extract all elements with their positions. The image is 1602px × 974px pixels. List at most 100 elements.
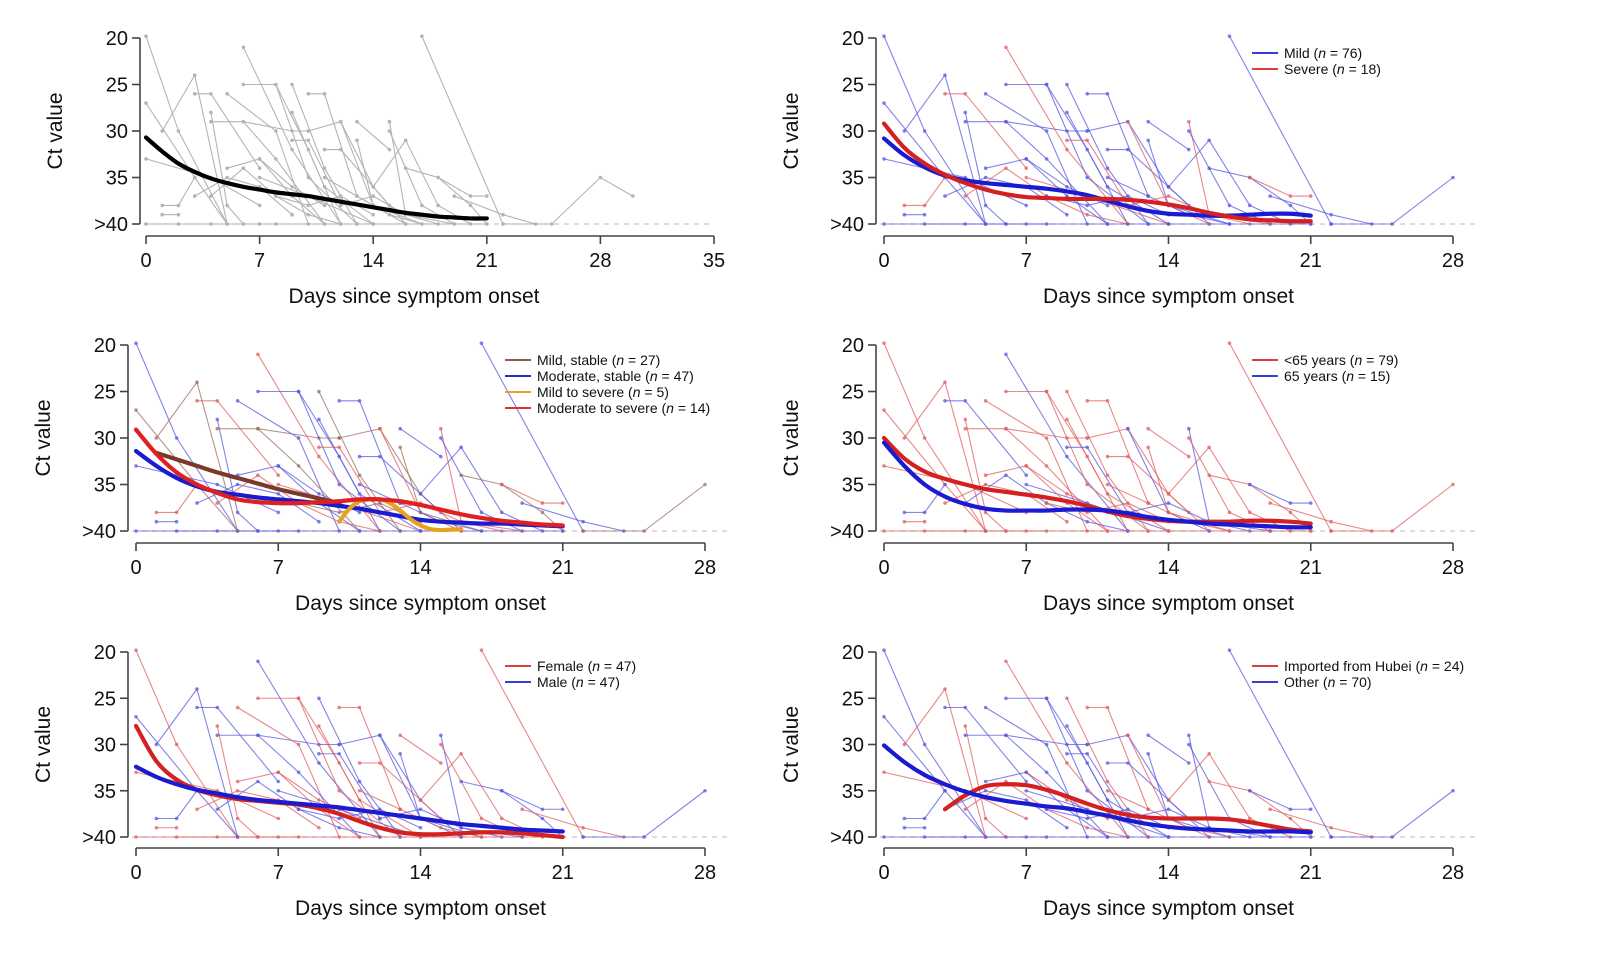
trajectory-point (1105, 147, 1110, 152)
trajectory-point (1451, 175, 1455, 180)
trajectory-point (418, 798, 423, 802)
trajectory-point (160, 129, 165, 133)
trajectory-point (501, 222, 505, 226)
trajectory-point (322, 166, 327, 170)
trajectory-point (1166, 529, 1171, 533)
trajectory-point (479, 816, 484, 821)
trajectory-point (1227, 34, 1232, 38)
trajectory-point (322, 203, 327, 208)
trajectory-point (983, 473, 988, 478)
trajectory-point (1085, 436, 1090, 440)
trajectory-point (1146, 807, 1150, 812)
x-tick-label: 7 (273, 557, 284, 579)
trajectory-point (296, 436, 301, 440)
trajectory-point (1105, 705, 1110, 710)
trajectory-point (174, 825, 179, 830)
trajectory-point (174, 519, 179, 524)
trajectory-line (226, 93, 309, 225)
trajectory-point (1227, 203, 1232, 208)
trajectory-point (215, 724, 220, 728)
x-tick-label: 28 (1442, 250, 1464, 272)
trajectory-line (944, 790, 1068, 829)
trajectory-point (902, 436, 907, 440)
trajectory-point (296, 807, 301, 812)
x-tick-label: 35 (703, 250, 725, 272)
legend-label: Severe (n = 18) (1284, 61, 1381, 77)
y-tick-label: 35 (842, 168, 864, 190)
trajectory-line (379, 502, 523, 532)
trajectory-point (371, 185, 376, 189)
trajectory-point (225, 175, 229, 180)
trajectory-point (499, 510, 504, 515)
trajectory-point (1065, 724, 1069, 728)
trajectory-point (1187, 454, 1191, 459)
x-axis-title: Days since symptom onset (1043, 592, 1294, 615)
trajectory-point (1288, 510, 1293, 515)
trajectory-point (1187, 761, 1191, 765)
trajectory-point (276, 510, 281, 515)
trajectory-point (963, 724, 968, 728)
trajectory-line (480, 342, 584, 532)
trajectory-point (154, 519, 159, 524)
y-tick-label: 25 (842, 688, 864, 710)
trajectory-line (501, 790, 563, 810)
trajectory-point (459, 825, 463, 830)
trajectory-point (1126, 426, 1130, 431)
trajectory-point (549, 222, 554, 226)
trajectory-point (235, 510, 240, 515)
trajectory-point (337, 825, 342, 830)
trajectory-point (963, 807, 968, 812)
legend-label: Imported from Hubei (n = 24) (1284, 658, 1464, 674)
trajectory-line (904, 484, 946, 513)
trajectory-point (290, 212, 294, 217)
trajectory-point (215, 705, 220, 710)
trajectory-line (135, 649, 239, 838)
trajectory-point (1065, 825, 1069, 830)
trajectory-point (1065, 761, 1069, 765)
trajectory-point (1105, 166, 1110, 170)
trajectory-point (943, 399, 947, 403)
trajectory-point (499, 482, 504, 487)
legend: Imported from Hubei (n = 24)Other (n = 7… (1252, 658, 1464, 690)
trajectory-line (399, 428, 442, 458)
y-tick-label: 20 (842, 335, 864, 357)
trajectory-point (192, 194, 197, 198)
trajectory-line (461, 780, 564, 838)
trajectory-point (276, 788, 281, 793)
trajectory-point (215, 426, 220, 431)
trajectory-point (306, 212, 311, 217)
trajectory-line (210, 121, 309, 132)
x-axis-title: Days since symptom onset (295, 592, 546, 615)
trajectory-point (1024, 798, 1029, 802)
trajectory-point (1308, 194, 1313, 198)
trajectory-point (703, 482, 707, 487)
trajectory-point (1044, 389, 1049, 394)
trajectory-point (174, 510, 179, 515)
trajectory-point (337, 399, 342, 403)
y-tick-label: 30 (94, 735, 116, 757)
y-tick-label: 30 (94, 428, 116, 450)
trajectory-point (1105, 203, 1110, 208)
trajectory-point (560, 529, 565, 533)
trajectory-point (296, 742, 301, 747)
trajectory-line (583, 484, 706, 532)
trajectory-point (317, 389, 321, 394)
trajectory-point (256, 733, 260, 738)
trajectory-point (540, 510, 545, 515)
trajectory-point (1166, 185, 1171, 189)
trajectory-point (560, 807, 565, 812)
trajectory-point (1187, 742, 1191, 747)
trajectory-point (274, 157, 278, 161)
trajectory-point (1126, 119, 1130, 124)
trajectory-point (963, 92, 968, 96)
trajectory-line (985, 465, 1108, 532)
trajectory-line (237, 707, 340, 838)
trajectory-point (306, 175, 311, 180)
trajectory-line (1228, 342, 1332, 532)
trajectory-point (1288, 816, 1293, 821)
x-tick-label: 14 (1157, 862, 1179, 884)
trajectory-point (1085, 788, 1090, 793)
trajectory-line (237, 400, 340, 532)
trajectory-point (963, 705, 968, 710)
